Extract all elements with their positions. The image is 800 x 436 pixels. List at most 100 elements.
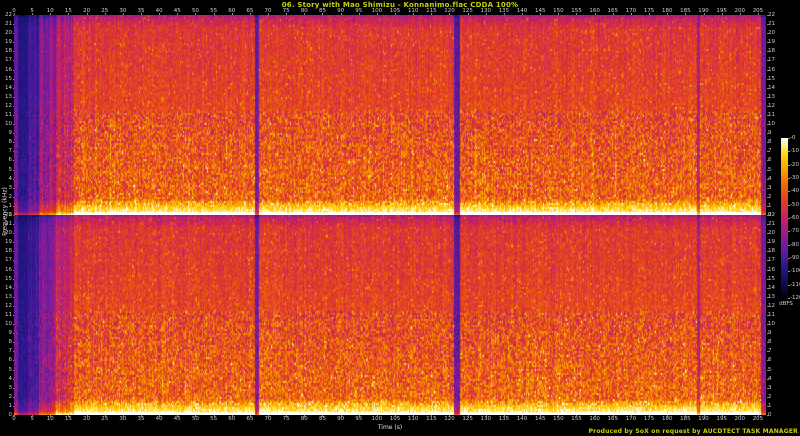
tick-mark [630,13,632,15]
y-tick-label: 9 [8,130,13,137]
y-tick-label: 1 [768,202,772,209]
x-tick-label: 170 [625,416,637,422]
x-tick-label: 5 [30,8,34,14]
y-tick-label: 6 [8,157,13,164]
tick-mark [12,369,15,371]
y-tick-label: 3 [768,184,772,191]
tick-mark [522,13,524,15]
y-tick-label: 17 [5,257,12,264]
tick-mark [231,415,233,417]
x-tick-label: 55 [210,416,218,422]
dbfs-tick-label: -120 [790,295,800,301]
tick-mark [104,13,106,15]
tick-mark [12,196,15,198]
tick-mark [12,160,15,162]
tick-mark [485,415,487,417]
dbfs-tick-label: -50 [790,201,799,208]
tick-mark [12,133,15,135]
x-tick-label: 150 [553,8,564,14]
x-tick-label: 45 [173,8,181,14]
tick-mark [395,13,397,15]
y-tick-label: 6 [768,357,772,364]
tick-mark [122,415,124,417]
tick-mark [540,13,542,15]
y-tick-label: 8 [8,339,13,346]
tick-mark [50,415,52,417]
dbfs-tick-label: -0 [790,135,796,141]
tick-mark [195,13,197,15]
x-tick-label: 110 [407,8,419,14]
y-tick-label: 9 [768,130,772,137]
tick-mark [612,13,614,15]
y-tick-label: 9 [8,330,13,337]
tick-mark [12,360,15,362]
tick-mark [12,15,15,16]
x-tick-label: 85 [318,416,326,422]
y-tick-label: 18 [768,48,775,55]
tick-mark [503,415,505,417]
tick-mark [766,15,769,16]
y-tick-label: 18 [5,48,12,55]
y-tick-label: 22 [768,12,775,18]
dbfs-tick-label: -90 [790,255,799,261]
tick-mark [12,124,15,126]
tick-mark [14,415,15,417]
dbfs-tick-label: -10 [790,148,799,155]
y-tick-label: 10 [768,121,775,128]
y-axis-title: Frequency (kHz) [1,187,9,236]
x-tick-label: 160 [589,8,600,14]
y-tick-label: 8 [8,139,13,146]
y-tick-label: 4 [768,375,772,382]
dbfs-tick-label: -110 [790,281,800,288]
tick-mark [766,115,769,116]
tick-mark [788,178,790,179]
y-tick-label: 13 [5,93,12,100]
x-tick-label: 100 [371,8,383,14]
tick-mark [12,415,15,416]
tick-mark [576,415,578,417]
dbfs-tick-label: -80 [790,241,799,248]
dbfs-tick-label: -70 [790,228,799,235]
tick-mark [268,415,270,417]
y-tick-label: 20 [768,230,775,237]
y-tick-label: 18 [5,248,12,255]
tick-mark [766,378,769,380]
tick-mark [467,13,469,15]
y-tick-label: 16 [5,266,12,273]
x-tick-label: 95 [355,8,363,14]
tick-mark [322,415,324,417]
tick-mark [558,415,560,417]
y-tick-label: 11 [768,112,775,118]
tick-mark [304,415,306,417]
x-tick-label: 130 [480,8,492,14]
x-tick-label: 135 [498,8,510,14]
x-tick-label: 145 [534,416,546,422]
y-tick-label: 0 [8,412,13,418]
y-tick-label: 5 [8,366,13,373]
x-tick-label: 40 [155,416,163,422]
tick-mark [322,13,324,15]
x-tick-label: 90 [337,416,345,422]
tick-mark [766,151,769,153]
x-tick-label: 15 [64,8,72,14]
tick-mark [413,415,415,417]
tick-mark [788,191,790,193]
tick-mark [766,333,769,335]
y-tick-label: 22 [768,212,775,218]
x-tick-label: 10 [46,8,54,14]
y-tick-label: 21 [768,21,775,28]
x-tick-label: 10 [46,416,54,422]
y-tick-label: 12 [5,302,12,309]
y-tick-label: 19 [5,39,12,46]
tick-mark [340,13,342,15]
tick-mark [12,233,15,235]
x-tick-label: 200 [734,8,746,14]
tick-mark [177,415,179,417]
x-tick-label: 120 [444,416,455,422]
tick-mark [395,415,397,417]
tick-mark [358,13,360,15]
tick-mark [703,13,705,15]
x-tick-label: 185 [680,8,691,14]
y-tick-label: 7 [768,148,772,155]
y-tick-label: 13 [768,93,775,100]
